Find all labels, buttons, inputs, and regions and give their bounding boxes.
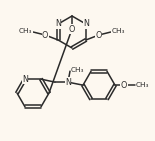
Text: CH₃: CH₃ — [71, 67, 84, 73]
Text: N: N — [22, 75, 28, 84]
Text: CH₃: CH₃ — [19, 28, 32, 34]
Text: O: O — [42, 30, 48, 39]
Text: O: O — [121, 81, 127, 90]
Text: N: N — [65, 78, 71, 87]
Text: O: O — [96, 30, 102, 39]
Text: O: O — [69, 25, 75, 34]
Text: CH₃: CH₃ — [136, 82, 150, 88]
Text: N: N — [83, 19, 89, 28]
Text: N: N — [55, 19, 61, 28]
Text: CH₃: CH₃ — [112, 28, 125, 34]
